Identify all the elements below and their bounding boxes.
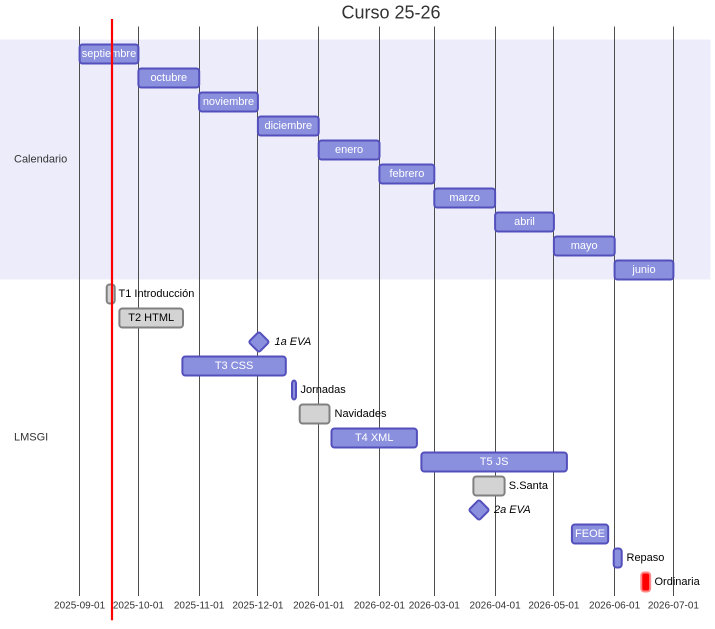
svg-text:febrero: febrero bbox=[389, 168, 424, 180]
svg-text:T1 Introducción: T1 Introducción bbox=[119, 288, 195, 300]
svg-text:T5 JS: T5 JS bbox=[480, 456, 509, 468]
svg-text:marzo: marzo bbox=[449, 192, 480, 204]
svg-text:Navidades: Navidades bbox=[335, 408, 387, 420]
svg-text:2026-01-01: 2026-01-01 bbox=[293, 601, 345, 612]
svg-text:2026-03-01: 2026-03-01 bbox=[409, 601, 461, 612]
svg-text:junio: junio bbox=[631, 264, 655, 276]
svg-text:2025-12-01: 2025-12-01 bbox=[232, 601, 284, 612]
svg-text:2026-02-01: 2026-02-01 bbox=[354, 601, 406, 612]
svg-text:Repaso: Repaso bbox=[627, 552, 665, 564]
svg-text:Calendario: Calendario bbox=[14, 154, 67, 166]
svg-text:2026-05-01: 2026-05-01 bbox=[528, 601, 580, 612]
svg-text:octubre: octubre bbox=[150, 72, 187, 84]
svg-text:Ordinaria: Ordinaria bbox=[655, 576, 701, 588]
svg-text:T4 XML: T4 XML bbox=[355, 432, 394, 444]
svg-text:2026-06-01: 2026-06-01 bbox=[589, 601, 641, 612]
svg-text:T2 HTML: T2 HTML bbox=[128, 312, 174, 324]
svg-text:FEOE: FEOE bbox=[575, 528, 605, 540]
svg-text:2025-10-01: 2025-10-01 bbox=[113, 601, 165, 612]
svg-text:mayo: mayo bbox=[571, 240, 598, 252]
svg-text:2025-09-01: 2025-09-01 bbox=[54, 601, 106, 612]
svg-text:2026-04-01: 2026-04-01 bbox=[470, 601, 522, 612]
svg-text:LMSGI: LMSGI bbox=[14, 432, 48, 444]
svg-text:S.Santa: S.Santa bbox=[509, 480, 549, 492]
svg-text:diciembre: diciembre bbox=[264, 120, 312, 132]
svg-text:abril: abril bbox=[514, 216, 535, 228]
svg-text:Curso 25-26: Curso 25-26 bbox=[341, 3, 440, 23]
svg-text:septiembre: septiembre bbox=[82, 48, 136, 60]
svg-text:1a EVA: 1a EVA bbox=[275, 336, 312, 348]
svg-text:T3 CSS: T3 CSS bbox=[215, 360, 254, 372]
svg-text:2026-07-01: 2026-07-01 bbox=[648, 601, 700, 612]
svg-text:2025-11-01: 2025-11-01 bbox=[174, 601, 225, 612]
svg-text:2a EVA: 2a EVA bbox=[493, 504, 531, 516]
svg-text:noviembre: noviembre bbox=[203, 96, 254, 108]
svg-text:enero: enero bbox=[335, 144, 363, 156]
svg-text:Jornadas: Jornadas bbox=[301, 384, 347, 396]
